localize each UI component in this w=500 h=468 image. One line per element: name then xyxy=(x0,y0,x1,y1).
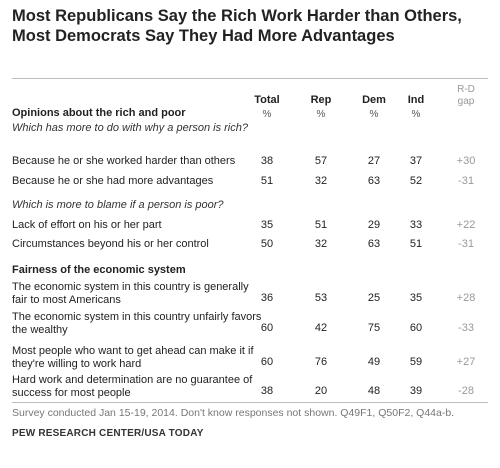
col-unit-total: % xyxy=(262,109,272,120)
col-header-dem: Dem xyxy=(362,94,386,106)
cell-gap: +30 xyxy=(456,155,476,167)
row-label: Because he or she worked harder than oth… xyxy=(12,155,236,167)
cell-ind: 39 xyxy=(409,385,423,397)
row-label: Lack of effort on his or her part xyxy=(12,219,162,231)
cell-ind: 37 xyxy=(409,155,423,167)
cell-rep: 32 xyxy=(314,238,328,250)
cell-dem: 63 xyxy=(367,238,381,250)
cell-gap: -31 xyxy=(458,238,474,250)
chart-title: Most Republicans Say the Rich Work Harde… xyxy=(12,7,462,45)
cell-gap: +28 xyxy=(456,292,476,304)
row-label: The economic system in this country unfa… xyxy=(12,311,262,336)
col-unit-ind: % xyxy=(411,109,421,120)
col-unit-rep: % xyxy=(316,109,326,120)
section-title: Opinions about the rich and poor xyxy=(12,107,186,119)
section-title: Fairness of the economic system xyxy=(12,264,186,276)
cell-total: 50 xyxy=(260,238,274,250)
cell-ind: 60 xyxy=(409,322,423,334)
col-unit-dem: % xyxy=(369,109,379,120)
row-label: Because he or she had more advantages xyxy=(12,175,214,187)
row-label: Most people who want to get ahead can ma… xyxy=(12,345,254,370)
cell-dem: 49 xyxy=(367,356,381,368)
gap-header-line2: gap xyxy=(457,96,475,107)
cell-rep: 42 xyxy=(314,322,328,334)
cell-dem: 63 xyxy=(367,175,381,187)
cell-dem: 25 xyxy=(367,292,381,304)
row-label: Circumstances beyond his or her control xyxy=(12,238,209,250)
cell-gap: +22 xyxy=(456,219,476,231)
question-text: Which is more to blame if a person is po… xyxy=(12,199,224,211)
cell-total: 38 xyxy=(260,155,274,167)
cell-rep: 76 xyxy=(314,356,328,368)
bottom-rule xyxy=(12,402,488,403)
survey-note: Survey conducted Jan 15-19, 2014. Don't … xyxy=(12,407,455,419)
cell-rep: 57 xyxy=(314,155,328,167)
cell-ind: 51 xyxy=(409,238,423,250)
cell-gap: -33 xyxy=(458,322,474,334)
cell-total: 51 xyxy=(260,175,274,187)
row-label: Hard work and determination are no guara… xyxy=(12,374,253,399)
cell-gap: -31 xyxy=(458,175,474,187)
cell-dem: 75 xyxy=(367,322,381,334)
cell-total: 60 xyxy=(260,356,274,368)
col-header-total: Total xyxy=(254,94,280,106)
cell-total: 60 xyxy=(260,322,274,334)
source-credit: PEW RESEARCH CENTER/USA TODAY xyxy=(12,428,204,439)
cell-dem: 29 xyxy=(367,219,381,231)
cell-rep: 32 xyxy=(314,175,328,187)
cell-ind: 33 xyxy=(409,219,423,231)
row-label: The economic system in this country is g… xyxy=(12,281,249,306)
cell-ind: 52 xyxy=(409,175,423,187)
cell-rep: 51 xyxy=(314,219,328,231)
cell-total: 35 xyxy=(260,219,274,231)
gap-header-line1: R-D xyxy=(457,84,475,95)
cell-total: 36 xyxy=(260,292,274,304)
col-header-rep: Rep xyxy=(310,94,332,106)
cell-gap: -28 xyxy=(458,385,474,397)
cell-rep: 53 xyxy=(314,292,328,304)
col-header-ind: Ind xyxy=(407,94,425,106)
cell-gap: +27 xyxy=(456,356,476,368)
top-rule xyxy=(12,78,488,79)
cell-ind: 35 xyxy=(409,292,423,304)
question-text: Which has more to do with why a person i… xyxy=(12,122,248,134)
cell-total: 38 xyxy=(260,385,274,397)
cell-rep: 20 xyxy=(314,385,328,397)
cell-dem: 48 xyxy=(367,385,381,397)
cell-dem: 27 xyxy=(367,155,381,167)
cell-ind: 59 xyxy=(409,356,423,368)
